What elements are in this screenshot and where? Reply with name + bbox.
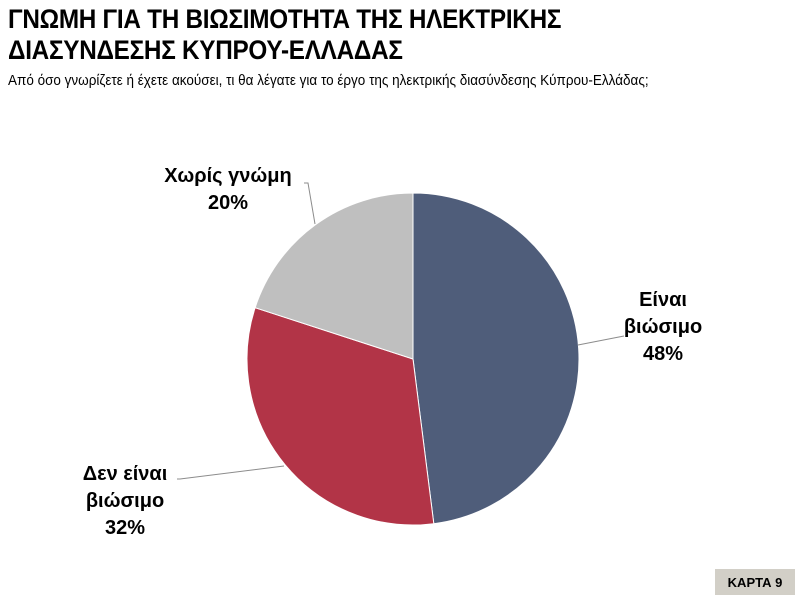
slice-yes <box>412 192 580 525</box>
chart-title: ΓΝΩΜΗ ΓΙΑ ΤΗ ΒΙΩΣΙΜΟΤΗΤΑ ΤΗΣ ΗΛΕΚΤΡΙΚΗΣ … <box>8 4 728 66</box>
slice-no <box>246 307 435 526</box>
label-no-line-2: βιώσιμο <box>85 490 165 512</box>
leader-line-no <box>177 465 285 480</box>
pie-slices <box>246 192 580 526</box>
chart-title-line-1: ΓΝΩΜΗ ΓΙΑ ΤΗ ΒΙΩΣΙΜΟΤΗΤΑ ΤΗΣ ΗΛΕΚΤΡΙΚΗΣ <box>8 4 562 34</box>
label-yes-line-2: βιώσιμο <box>623 316 703 338</box>
card-badge: ΚΑΡΤΑ 9 <box>715 569 795 595</box>
leader-line-none <box>304 182 316 225</box>
chart-subtitle: Από όσο γνωρίζετε ή έχετε ακούσει, τι θα… <box>8 72 649 89</box>
chart-title-line-2: ΔΙΑΣΥΝΔΕΣΗΣ ΚΥΠΡΟΥ-ΕΛΛΑΔΑΣ <box>8 35 403 65</box>
slice-none <box>254 192 414 360</box>
label-yes-value: 48% <box>642 343 684 365</box>
leader-line-yes <box>577 335 625 346</box>
label-no-line-1: Δεν είναι <box>82 463 168 485</box>
label-none-value: 20% <box>207 192 249 214</box>
label-none: Χωρίς γνώμη 20% <box>148 163 308 217</box>
label-yes: Είναι βιώσιμο 48% <box>618 287 708 368</box>
label-no: Δεν είναι βιώσιμο 32% <box>70 461 180 542</box>
label-no-value: 32% <box>104 517 146 539</box>
label-yes-line-1: Είναι <box>639 289 687 311</box>
label-none-line-1: Χωρίς γνώμη <box>164 165 292 187</box>
